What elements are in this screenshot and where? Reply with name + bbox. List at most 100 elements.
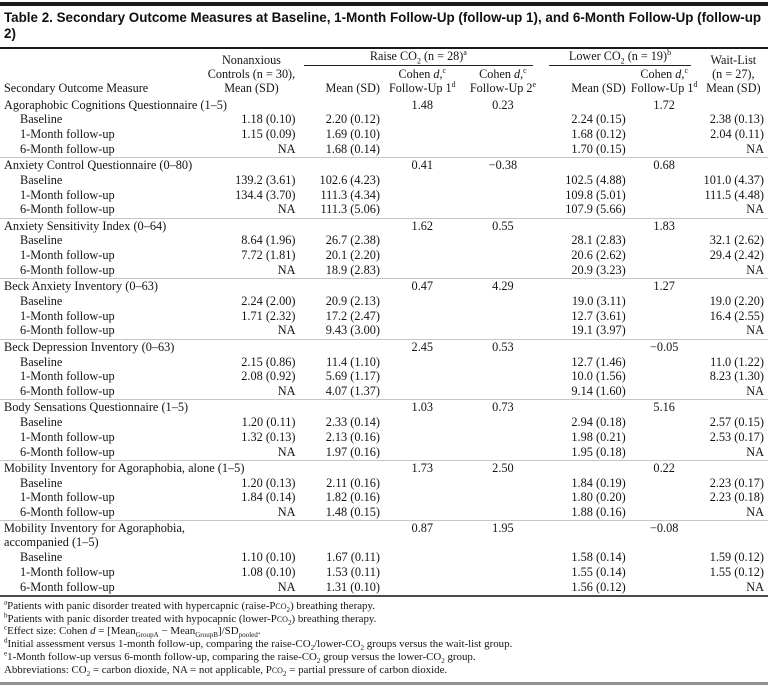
cell-lower-mean: 1.56 (0.12) <box>571 579 626 594</box>
cell-waitlist: 2.04 (0.11) <box>710 127 764 142</box>
cell-lower-cohen-fu1 <box>630 430 703 445</box>
cell-raise-cohen-fu2: 4.29 <box>464 278 546 295</box>
row-label: Baseline <box>20 172 63 187</box>
cell-lower-mean: 107.9 (5.66) <box>565 202 626 217</box>
cell-raise-cohen-fu2 <box>465 142 546 157</box>
cell-lower-mean: 1.80 (0.20) <box>571 490 626 505</box>
cell-lower-cohen-fu1: 0.68 <box>629 157 703 174</box>
cell-raise-cohen-fu2 <box>465 309 546 324</box>
cell-waitlist: NA <box>746 444 764 459</box>
row-label: 1-Month follow-up <box>20 248 115 263</box>
cell-lower-mean <box>545 459 630 477</box>
cell-nonanxious <box>207 157 300 174</box>
cell-raise-cohen-fu1 <box>384 550 465 565</box>
cell-lower-cohen-fu1: 1.27 <box>629 278 703 295</box>
table-header: Secondary Outcome Measure Nonanxious Cont… <box>0 49 768 97</box>
measure-name: Anxiety Sensitivity Index (0–64) <box>0 217 208 234</box>
data-row: 6-Month follow-up NA 1.68 (0.14) 1.70 (0.15… <box>0 142 768 157</box>
cell-nonanxious: NA <box>277 141 296 156</box>
cell-waitlist: NA <box>746 505 764 520</box>
row-label: 1-Month follow-up <box>20 564 115 579</box>
cell-lower-cohen-fu1 <box>630 416 703 431</box>
row-label: 6-Month follow-up <box>20 141 115 156</box>
cell-nonanxious: NA <box>277 579 296 594</box>
cell-raise-mean <box>299 399 384 416</box>
data-row: 1-Month follow-up 7.72 (1.81) 20.1 (2.20) 2… <box>0 248 768 264</box>
cell-lower-mean: 1.84 (0.19) <box>571 475 626 490</box>
cell-lower-mean <box>545 217 630 234</box>
measure-name: Beck Depression Inventory (0–63) <box>0 338 208 356</box>
cell-lower-cohen-fu1: −0.05 <box>629 338 703 356</box>
col-header-raise-cohen-fu1: Cohen d,c Follow-Up 1d <box>389 65 456 95</box>
cell-lower-cohen-fu1 <box>630 385 703 400</box>
cell-lower-cohen-fu1 <box>630 142 703 157</box>
data-row: Baseline 1.18 (0.10) 2.20 (0.12) 2.24 (0.15… <box>0 112 768 128</box>
cell-lower-mean: 12.7 (1.46) <box>571 354 626 369</box>
cell-waitlist: NA <box>746 141 764 156</box>
cell-raise-cohen-fu1 <box>384 445 465 460</box>
cell-raise-cohen-fu2 <box>465 234 546 249</box>
cell-waitlist: NA <box>746 323 764 338</box>
cell-lower-cohen-fu1: −0.08 <box>629 520 703 551</box>
row-label: 6-Month follow-up <box>20 202 115 217</box>
cell-raise-cohen-fu1 <box>384 263 465 278</box>
cell-raise-mean: 111.3 (4.34) <box>320 187 380 202</box>
cell-nonanxious: 1.10 (0.10) <box>241 549 296 564</box>
cell-raise-cohen-fu2 <box>465 294 546 309</box>
cell-raise-cohen-fu2 <box>465 370 546 385</box>
cell-waitlist: 1.59 (0.12) <box>709 549 764 564</box>
row-label: Baseline <box>20 415 63 430</box>
cell-lower-cohen-fu1 <box>630 550 703 565</box>
cell-nonanxious: 1.84 (0.14) <box>241 490 296 505</box>
cell-nonanxious: NA <box>277 444 296 459</box>
row-label: Baseline <box>20 112 63 127</box>
cell-lower-cohen-fu1: 5.16 <box>629 399 703 416</box>
cell-raise-cohen-fu2 <box>465 249 546 264</box>
cell-lower-cohen-fu1 <box>630 128 703 143</box>
cell-lower-mean: 1.70 (0.15) <box>571 141 626 156</box>
cell-raise-cohen-fu2 <box>465 385 546 400</box>
measure-name: Beck Anxiety Inventory (0–63) <box>0 278 208 295</box>
data-row: 6-Month follow-up NA 9.43 (3.00) 19.1 (3.97… <box>0 323 768 339</box>
cell-raise-mean: 2.11 (0.16) <box>326 475 380 490</box>
data-row: 1-Month follow-up 1.32 (0.13) 2.13 (0.16) 1… <box>0 430 768 445</box>
footnote-c: cEffect size: Cohen d = [MeanGroupA − Me… <box>4 623 261 640</box>
data-row: 1-Month follow-up 1.71 (2.32) 17.2 (2.47) 1… <box>0 309 768 324</box>
row-label: 1-Month follow-up <box>20 127 115 142</box>
cell-raise-mean <box>299 157 384 174</box>
cell-waitlist: 2.23 (0.17) <box>709 475 764 490</box>
cell-waitlist: 29.4 (2.42) <box>709 248 764 263</box>
row-label: 1-Month follow-up <box>20 490 115 505</box>
col-header-secondary-outcome-measure: Secondary Outcome Measure <box>4 80 149 95</box>
cell-lower-cohen-fu1 <box>630 565 703 580</box>
cell-raise-cohen-fu2 <box>465 491 546 506</box>
cell-lower-mean <box>545 520 630 551</box>
cell-raise-cohen-fu1: 0.47 <box>384 278 465 295</box>
row-label: 6-Month follow-up <box>20 505 115 520</box>
cell-lower-mean <box>545 98 629 113</box>
col-header-raise-mean-sd: Mean (SD) <box>325 80 381 95</box>
cell-raise-cohen-fu2 <box>465 430 546 445</box>
measure-row: Anxiety Sensitivity Index (0–64) 1.62 0.55… <box>0 217 768 234</box>
cell-lower-mean: 20.9 (3.23) <box>571 262 626 277</box>
row-label: Baseline <box>20 293 63 308</box>
data-row: Baseline 1.10 (0.10) 1.67 (0.11) 1.58 (0.14… <box>0 550 768 565</box>
cell-raise-mean: 2.20 (0.12) <box>325 112 380 127</box>
cell-waitlist <box>702 338 768 356</box>
cell-lower-cohen-fu1 <box>630 234 703 249</box>
data-row: 1-Month follow-up 2.08 (0.92) 5.69 (1.17) 1… <box>0 370 768 385</box>
cell-waitlist: 11.0 (1.22) <box>710 354 764 369</box>
data-row: Baseline 139.2 (3.61) 102.6 (4.23) 102.5 (4… <box>0 173 768 188</box>
cell-nonanxious: 8.64 (1.96) <box>241 233 296 248</box>
cell-nonanxious: 7.72 (1.81) <box>241 248 296 263</box>
row-label: 6-Month follow-up <box>20 579 115 594</box>
cell-lower-cohen-fu1 <box>630 188 703 203</box>
data-row: 1-Month follow-up 1.84 (0.14) 1.82 (0.16) 1… <box>0 491 768 506</box>
data-row: 1-Month follow-up 1.15 (0.09) 1.69 (0.10) 1… <box>0 127 768 143</box>
data-row: 6-Month follow-up NA 111.3 (5.06) 107.9 (5.… <box>0 202 768 218</box>
data-row: 6-Month follow-up NA 4.07 (1.37) 9.14 (1.60… <box>0 384 768 400</box>
cell-raise-cohen-fu1 <box>384 476 465 491</box>
cell-waitlist <box>702 520 768 551</box>
cell-waitlist <box>702 459 768 477</box>
